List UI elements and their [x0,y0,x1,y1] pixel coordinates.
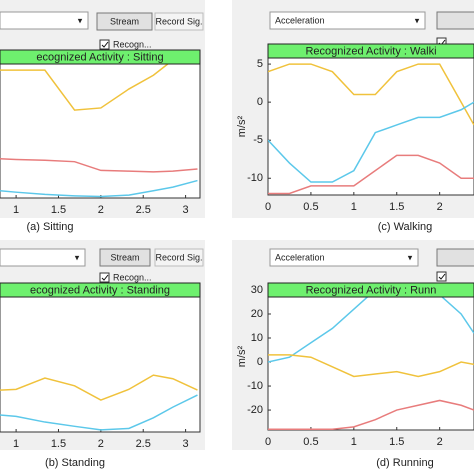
activity-banner-text: ecognized Activity : Standing [30,284,170,296]
x-tick-label: 3 [183,438,189,450]
x-tick-label: 2 [98,438,104,450]
button[interactable] [96,12,153,31]
y-axis-label: m/s² [236,115,248,137]
checkbox[interactable] [99,39,110,50]
dropdown[interactable] [0,11,89,30]
check-mark [101,274,109,281]
activity-banner-text: Recognized Activity : Walki [305,45,436,57]
series-line [268,354,474,378]
dropdown[interactable] [269,11,426,30]
panel: ▾ Acceleration [269,248,474,282]
dropdown-value: Acceleration [275,15,325,25]
series-line [268,63,474,126]
y-tick-label: 0 [257,356,263,368]
panel: ▾ Stream Record Sig. Recogn... [0,11,204,50]
activity-banner [0,49,201,65]
y-tick-label: -10 [247,172,263,184]
y-tick-label: 10 [251,332,263,344]
caption: (a) Sitting [26,221,73,233]
button-label: Stream [110,16,139,26]
x-tick-label: 2.5 [136,204,151,216]
dropdown-value: Acceleration [275,252,325,262]
y-tick-label: 0 [257,96,263,108]
check-mark [101,41,109,48]
caption: (c) Walking [378,221,433,233]
series-line [0,158,198,173]
x-tick-label: 3 [183,204,189,216]
activity-banner [267,43,474,59]
x-tick-label: 0 [265,436,271,448]
dropdown-arrow-box: ▾ [75,252,80,262]
checkbox-label: Recogn... [113,272,152,282]
x-tick-label: 1.5 [51,204,66,216]
button-label: Record Sig. [155,16,202,26]
x-tick-label: 2 [437,436,443,448]
x-tick-label: 1 [13,204,19,216]
dropdown[interactable] [269,248,419,267]
series-line [268,154,474,195]
button[interactable] [436,11,474,30]
activity-banner-text: Recognized Activity : Runn [306,284,437,296]
dropdown-arrow-box: ▾ [415,15,420,25]
panel: ▾ Acceleration [269,11,474,48]
x-tick-label: 0.5 [303,436,318,448]
checkbox[interactable] [436,271,447,282]
y-tick-label: 5 [257,58,263,70]
x-tick-label: 0 [265,201,271,213]
activity-banner-text: ecognized Activity : Sitting [36,51,163,63]
check-mark [438,273,446,280]
series-line [268,399,474,430]
button-label: Stream [110,252,139,262]
caption: (b) Standing [45,457,105,469]
x-tick-label: 2.5 [136,438,151,450]
y-tick-label: -5 [253,134,263,146]
x-tick-label: 1 [351,201,357,213]
checkbox-label: Recogn... [113,39,152,49]
series-line [0,179,198,198]
dropdown-arrow-box: ▾ [408,252,413,262]
button[interactable] [436,248,474,267]
series-line [0,374,198,401]
y-axis-label: m/s² [236,345,248,367]
x-tick-label: 2 [98,204,104,216]
y-tick-label: -10 [247,380,263,392]
checkbox[interactable] [99,272,110,283]
activity-banner [267,282,474,298]
y-tick-label: 30 [251,284,263,296]
series-line [0,394,198,431]
x-tick-label: 1.5 [51,438,66,450]
button[interactable] [99,248,151,267]
y-tick-label: -20 [247,404,263,416]
x-tick-label: 1 [351,436,357,448]
plot-area [0,59,201,199]
activity-banner [0,282,201,298]
series-line [0,60,198,111]
button[interactable] [154,12,204,31]
series-line [268,101,474,183]
y-tick-label: 20 [251,308,263,320]
x-tick-label: 0.5 [303,201,318,213]
panel: ▾ Stream Record Sig.Recogn... [0,248,204,283]
dropdown[interactable] [0,248,86,267]
dropdown-arrow-box: ▾ [78,15,83,25]
button-label: Record Sig. [155,252,202,262]
caption: (d) Running [376,457,433,469]
button[interactable] [154,248,204,267]
x-tick-label: 2 [437,201,443,213]
x-tick-label: 1.5 [389,201,404,213]
plot-area [267,57,474,196]
x-tick-label: 1 [13,438,19,450]
x-tick-label: 1.5 [389,436,404,448]
plot-area [0,296,201,433]
